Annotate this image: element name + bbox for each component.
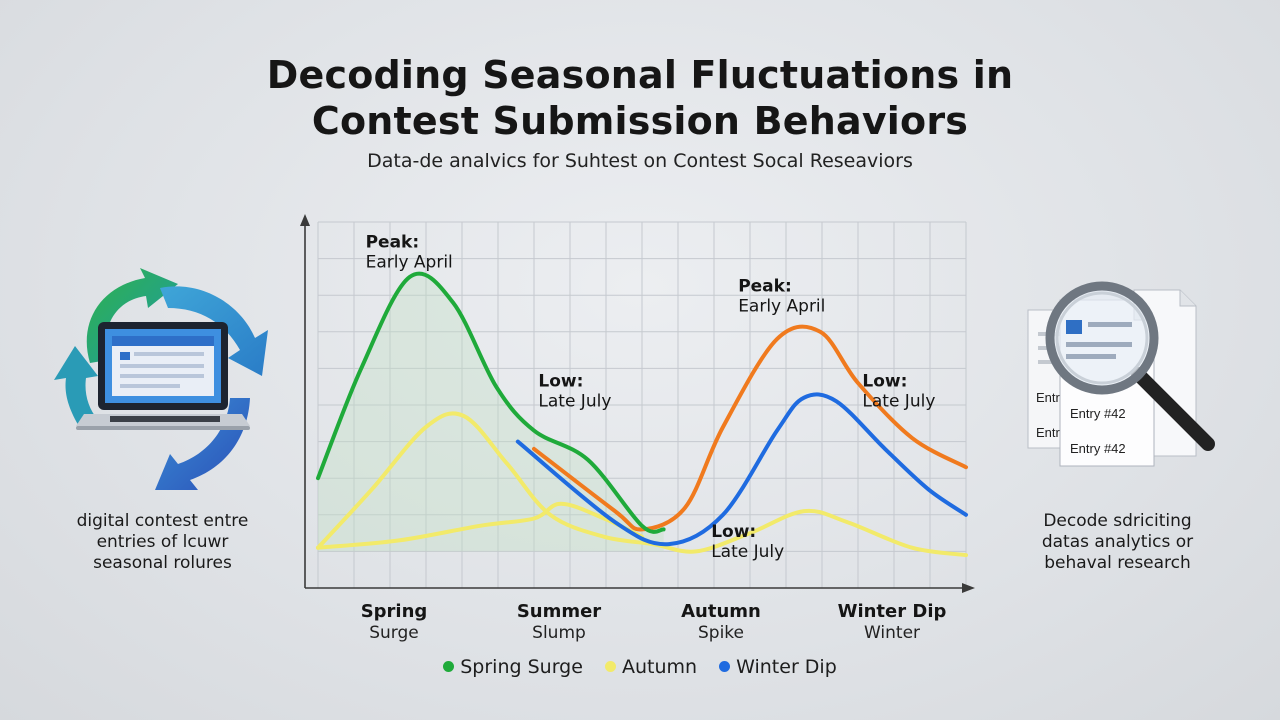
doc-label-1: Entry #42 xyxy=(1070,406,1126,421)
right-caption: Decode sdriciting datas analytics or beh… xyxy=(1010,511,1225,574)
right-caption-line-1: Decode sdriciting xyxy=(1043,511,1192,531)
legend-item-winter-dip: Winter Dip xyxy=(719,656,837,678)
title-line-2: Contest Submission Behaviors xyxy=(311,99,969,143)
left-caption: digital contest entre entries of lcuwr s… xyxy=(55,511,270,574)
series-line-spring-surge xyxy=(316,271,666,534)
left-caption-line-3: seasonal rolures xyxy=(93,553,232,573)
annotation-label-4-title: Low: xyxy=(862,372,907,392)
x-tick-label-4: Winter Dip xyxy=(838,601,947,622)
magnifier-documents-icon: Entr Entr Entry #42 Entry #42 xyxy=(1022,272,1222,476)
doc-label-2: Entry #42 xyxy=(1070,441,1126,456)
series-line-orange xyxy=(532,324,968,532)
annotation-label-2-title: Low: xyxy=(538,372,583,392)
legend-label-autumn: Autumn xyxy=(621,656,698,678)
legend-label-winter-dip: Winter Dip xyxy=(736,656,837,678)
legend-swatch-green xyxy=(443,661,455,672)
legend-label-spring-surge: Spring Surge xyxy=(460,656,583,678)
x-axis-arrow xyxy=(962,583,975,593)
right-caption-line-2: datas analytics or xyxy=(1041,532,1194,552)
x-tick-label-1: Spring xyxy=(361,601,428,622)
chart-legend: Spring Surge Autumn Winter Dip xyxy=(0,656,1280,678)
annotation-label-1-title: Peak: xyxy=(366,233,420,253)
x-tick-sublabel-4: Winter xyxy=(864,623,920,643)
annotation-label-4-detail: Late July xyxy=(862,392,935,412)
x-tick-sublabel-3: Spike xyxy=(698,623,744,643)
doc-label-4: Entr xyxy=(1036,425,1061,440)
x-tick-label-2: Summer xyxy=(517,601,601,622)
left-caption-line-2: entries of lcuwr xyxy=(96,532,229,552)
series-line-autumn xyxy=(316,411,968,558)
x-tick-sublabel-1: Surge xyxy=(369,623,419,643)
x-tick-sublabel-2: Slump xyxy=(532,623,586,643)
page-subtitle: Data-de analvics for Suhtest on Contest … xyxy=(367,150,913,172)
laptop-cycle-icon xyxy=(50,268,275,497)
right-caption-line-3: behaval research xyxy=(1044,553,1191,573)
annotation-label-5-title: Low: xyxy=(711,522,756,542)
annotation-label-5-detail: Late July xyxy=(711,542,784,562)
title-line-1: Decoding Seasonal Fluctuations in xyxy=(266,53,1014,97)
series-line-winter-dip xyxy=(515,392,968,547)
annotation-label-1-detail: Early April xyxy=(366,253,453,273)
annotation-label-3-detail: Early April xyxy=(738,297,825,317)
legend-swatch-yellow xyxy=(604,661,616,672)
legend-item-autumn: Autumn xyxy=(604,656,698,678)
legend-item-spring-surge: Spring Surge xyxy=(443,656,583,678)
annotation-label-2-detail: Late July xyxy=(538,392,611,412)
left-caption-line-1: digital contest entre xyxy=(76,511,249,531)
y-axis-arrow xyxy=(300,214,310,226)
legend-swatch-blue xyxy=(719,661,731,672)
doc-label-3: Entr xyxy=(1036,390,1061,405)
annotation-label-3-title: Peak: xyxy=(738,277,792,297)
series-line-autumn-secondary xyxy=(316,501,644,550)
x-tick-label-3: Autumn xyxy=(681,601,761,622)
page-title: Decoding Seasonal Fluctuations in Contes… xyxy=(0,52,1280,144)
